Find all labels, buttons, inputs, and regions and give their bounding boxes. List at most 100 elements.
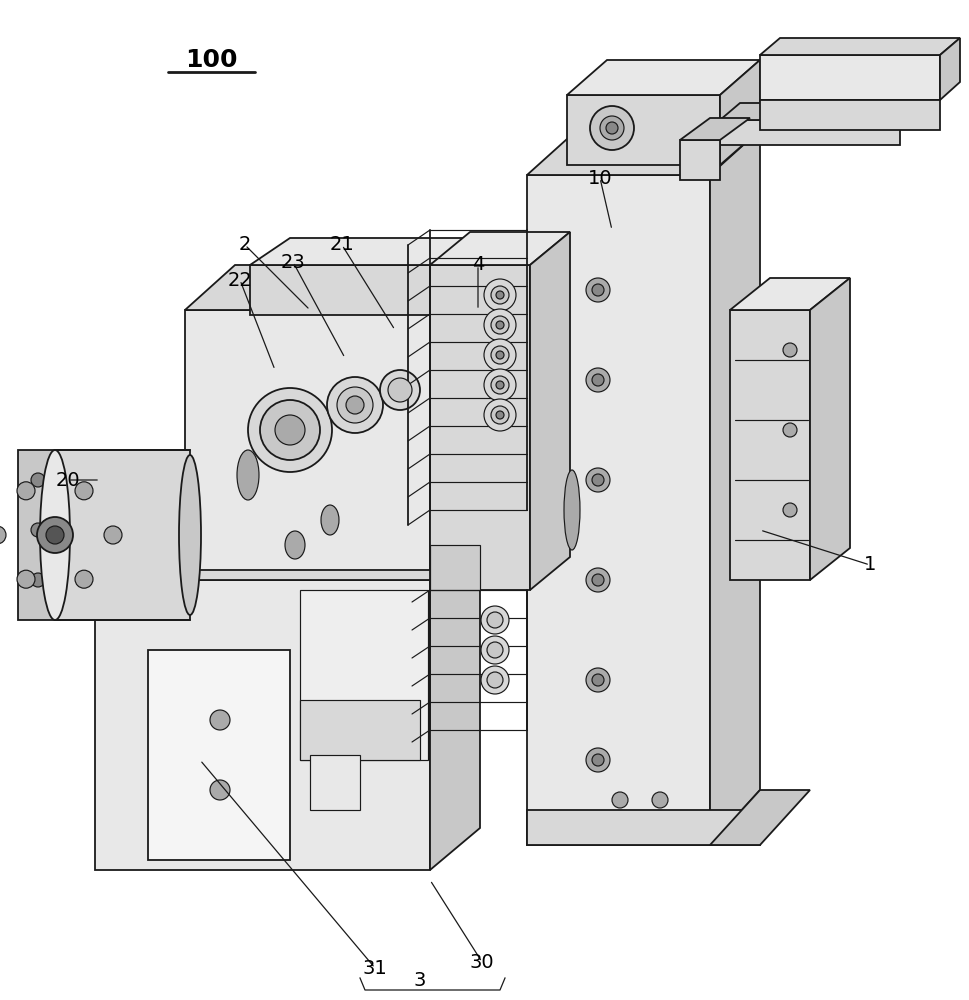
Circle shape xyxy=(496,351,504,359)
Circle shape xyxy=(586,368,610,392)
Circle shape xyxy=(17,570,35,588)
Circle shape xyxy=(783,343,797,357)
Text: 30: 30 xyxy=(470,952,494,972)
Polygon shape xyxy=(430,238,470,315)
Polygon shape xyxy=(810,278,850,580)
Circle shape xyxy=(487,642,503,658)
Circle shape xyxy=(37,517,73,553)
Text: 100: 100 xyxy=(185,48,237,72)
Polygon shape xyxy=(95,538,480,580)
Polygon shape xyxy=(185,265,480,310)
Circle shape xyxy=(31,473,45,487)
Circle shape xyxy=(75,482,93,500)
Circle shape xyxy=(380,370,420,410)
Polygon shape xyxy=(95,580,430,870)
Polygon shape xyxy=(430,232,570,265)
Polygon shape xyxy=(940,38,960,100)
Circle shape xyxy=(17,482,35,500)
Text: 3: 3 xyxy=(414,970,426,990)
Circle shape xyxy=(491,286,509,304)
Circle shape xyxy=(484,369,516,401)
Ellipse shape xyxy=(321,505,339,535)
Ellipse shape xyxy=(179,455,201,615)
Circle shape xyxy=(491,406,509,424)
Text: 21: 21 xyxy=(329,235,355,254)
Circle shape xyxy=(491,376,509,394)
Circle shape xyxy=(586,468,610,492)
Circle shape xyxy=(484,309,516,341)
Circle shape xyxy=(590,106,634,150)
Circle shape xyxy=(491,346,509,364)
Polygon shape xyxy=(567,95,720,165)
Circle shape xyxy=(75,570,93,588)
Circle shape xyxy=(275,415,305,445)
Polygon shape xyxy=(55,450,190,620)
Circle shape xyxy=(496,381,504,389)
Polygon shape xyxy=(720,60,760,165)
Text: 31: 31 xyxy=(362,958,388,978)
Text: 22: 22 xyxy=(228,270,252,290)
Polygon shape xyxy=(720,120,900,145)
Circle shape xyxy=(586,748,610,772)
Circle shape xyxy=(606,122,618,134)
Polygon shape xyxy=(430,545,480,590)
Polygon shape xyxy=(567,60,760,95)
Text: 10: 10 xyxy=(587,168,612,188)
Circle shape xyxy=(210,780,230,800)
Text: 20: 20 xyxy=(55,471,80,489)
Circle shape xyxy=(592,474,604,486)
Polygon shape xyxy=(250,238,470,265)
Polygon shape xyxy=(680,118,750,140)
Circle shape xyxy=(783,503,797,517)
Polygon shape xyxy=(760,100,940,130)
Polygon shape xyxy=(527,810,760,845)
Circle shape xyxy=(46,526,64,544)
Circle shape xyxy=(0,526,6,544)
Polygon shape xyxy=(710,790,810,845)
Ellipse shape xyxy=(564,470,580,550)
Text: 23: 23 xyxy=(281,252,305,271)
Circle shape xyxy=(600,116,624,140)
Circle shape xyxy=(592,754,604,766)
Circle shape xyxy=(592,574,604,586)
Circle shape xyxy=(496,321,504,329)
Circle shape xyxy=(481,606,509,634)
Circle shape xyxy=(481,666,509,694)
Polygon shape xyxy=(300,700,420,760)
Text: 4: 4 xyxy=(472,255,484,274)
Polygon shape xyxy=(310,755,360,810)
Circle shape xyxy=(487,672,503,688)
Circle shape xyxy=(327,377,383,433)
Ellipse shape xyxy=(285,531,305,559)
Polygon shape xyxy=(760,55,940,100)
Polygon shape xyxy=(300,590,428,760)
Circle shape xyxy=(484,279,516,311)
Circle shape xyxy=(346,396,364,414)
Text: 2: 2 xyxy=(238,235,251,254)
Polygon shape xyxy=(430,265,480,570)
Polygon shape xyxy=(680,140,720,180)
Polygon shape xyxy=(527,130,760,175)
Polygon shape xyxy=(530,232,570,590)
Circle shape xyxy=(248,388,332,472)
Circle shape xyxy=(491,316,509,334)
Circle shape xyxy=(612,792,628,808)
Polygon shape xyxy=(720,103,920,120)
Polygon shape xyxy=(250,265,430,315)
Circle shape xyxy=(586,668,610,692)
Polygon shape xyxy=(185,310,430,570)
Circle shape xyxy=(586,568,610,592)
Circle shape xyxy=(104,526,122,544)
Circle shape xyxy=(31,573,45,587)
Circle shape xyxy=(337,387,373,423)
Circle shape xyxy=(592,674,604,686)
Circle shape xyxy=(260,400,320,460)
Circle shape xyxy=(592,374,604,386)
Polygon shape xyxy=(18,450,60,620)
Circle shape xyxy=(783,423,797,437)
Circle shape xyxy=(592,284,604,296)
Polygon shape xyxy=(527,175,710,845)
Circle shape xyxy=(496,411,504,419)
Polygon shape xyxy=(730,278,850,310)
Circle shape xyxy=(496,291,504,299)
